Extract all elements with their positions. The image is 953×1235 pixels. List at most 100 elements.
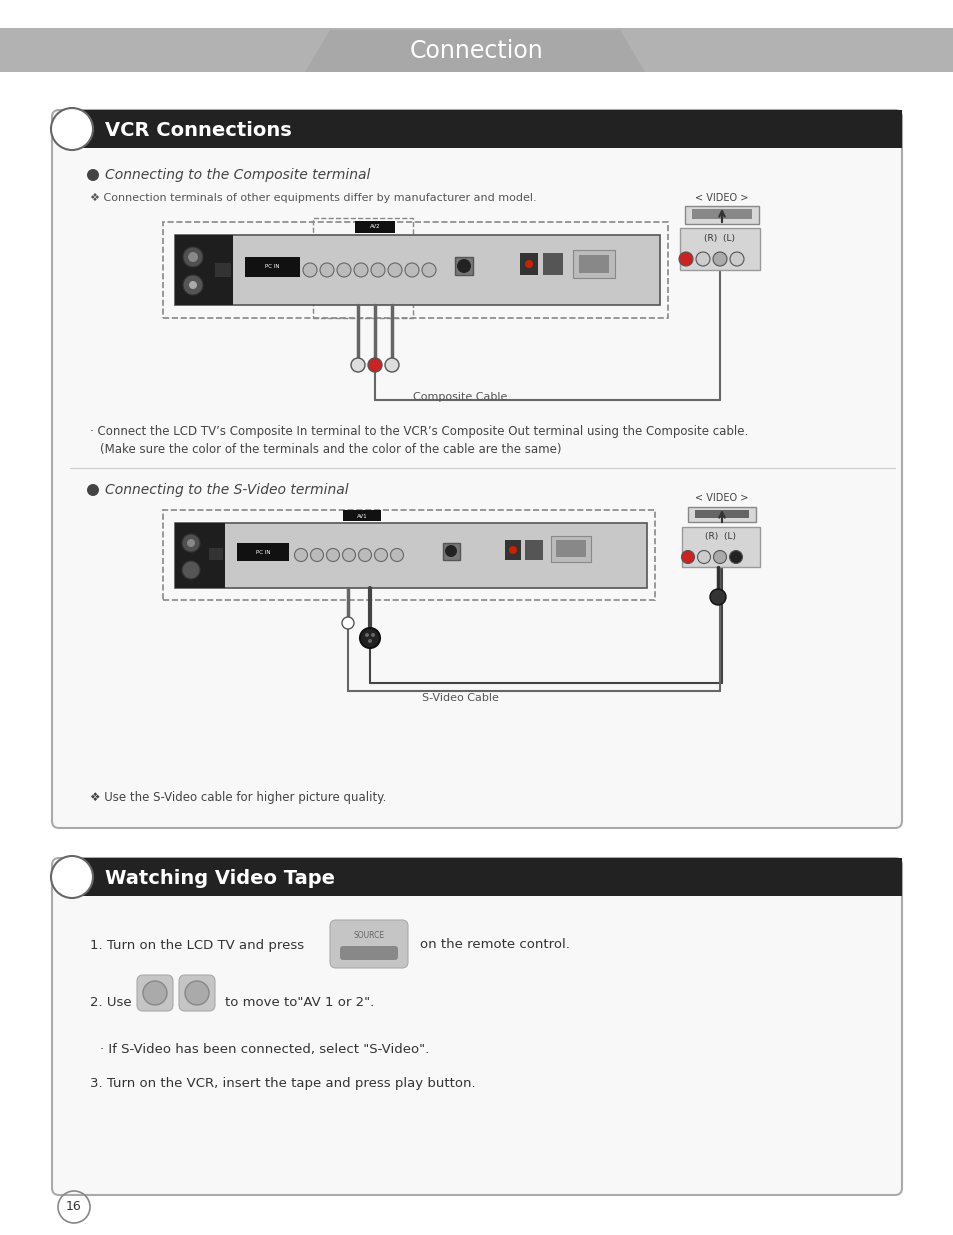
Circle shape <box>729 252 743 266</box>
Bar <box>209 548 223 559</box>
Text: 16: 16 <box>66 1200 82 1214</box>
Text: Composite Cable: Composite Cable <box>413 391 507 403</box>
Bar <box>313 219 413 317</box>
Bar <box>245 257 299 277</box>
FancyBboxPatch shape <box>137 974 172 1011</box>
Bar <box>679 228 760 270</box>
Circle shape <box>444 545 456 557</box>
Text: Connecting to the Composite terminal: Connecting to the Composite terminal <box>105 168 370 182</box>
Circle shape <box>294 548 307 562</box>
Text: < VIDEO >: < VIDEO > <box>695 193 748 203</box>
Bar <box>524 540 542 559</box>
Circle shape <box>385 358 398 372</box>
FancyBboxPatch shape <box>339 946 397 960</box>
Text: on the remote control.: on the remote control. <box>419 939 569 951</box>
Circle shape <box>358 548 371 562</box>
Circle shape <box>189 282 196 289</box>
Circle shape <box>375 548 387 562</box>
Circle shape <box>87 484 99 496</box>
Text: 2. Use: 2. Use <box>90 997 132 1009</box>
FancyBboxPatch shape <box>52 858 901 1195</box>
Bar <box>174 522 646 588</box>
Circle shape <box>341 618 354 629</box>
Circle shape <box>368 358 381 372</box>
Circle shape <box>359 629 379 648</box>
Text: Watching Video Tape: Watching Video Tape <box>105 869 335 888</box>
Circle shape <box>188 252 198 262</box>
Bar <box>542 253 562 275</box>
Bar <box>556 540 585 557</box>
Circle shape <box>342 548 355 562</box>
Bar <box>578 254 608 273</box>
Circle shape <box>712 252 726 266</box>
Circle shape <box>303 263 316 277</box>
Bar <box>684 206 759 224</box>
Bar <box>236 543 289 561</box>
Polygon shape <box>305 30 644 72</box>
Text: to move to"AV 1 or 2".: to move to"AV 1 or 2". <box>225 997 374 1009</box>
Bar <box>691 209 751 219</box>
Circle shape <box>524 261 533 268</box>
Bar <box>504 540 520 559</box>
Circle shape <box>319 263 334 277</box>
Bar <box>214 263 231 277</box>
FancyBboxPatch shape <box>330 920 408 968</box>
Circle shape <box>87 169 99 182</box>
Text: ❖ Connection terminals of other equipments differ by manufacturer and model.: ❖ Connection terminals of other equipmen… <box>90 193 536 203</box>
Bar <box>163 510 655 600</box>
Circle shape <box>388 263 401 277</box>
Text: AV2: AV2 <box>370 225 380 230</box>
Circle shape <box>680 551 694 563</box>
Circle shape <box>351 358 365 372</box>
Bar <box>0 28 953 72</box>
Circle shape <box>456 259 471 273</box>
Circle shape <box>509 546 517 555</box>
Circle shape <box>183 247 203 267</box>
Bar <box>695 510 748 517</box>
Text: 3. Turn on the VCR, insert the tape and press play button.: 3. Turn on the VCR, insert the tape and … <box>90 1077 476 1089</box>
Text: PC IN: PC IN <box>265 264 279 269</box>
Bar <box>70 110 901 148</box>
Bar <box>355 221 395 233</box>
Circle shape <box>183 275 203 295</box>
Bar <box>442 543 459 559</box>
Text: Connection: Connection <box>410 40 543 63</box>
Text: PC IN: PC IN <box>255 550 270 555</box>
Bar <box>174 235 233 305</box>
Circle shape <box>365 634 369 637</box>
Bar <box>551 536 590 562</box>
Circle shape <box>713 551 726 563</box>
Circle shape <box>368 638 372 643</box>
Circle shape <box>310 548 323 562</box>
Text: · Connect the LCD TV’s Composite In terminal to the VCR’s Composite Out terminal: · Connect the LCD TV’s Composite In term… <box>90 426 747 438</box>
Text: (Make sure the color of the terminals and the color of the cable are the same): (Make sure the color of the terminals an… <box>100 443 561 457</box>
FancyBboxPatch shape <box>179 974 214 1011</box>
Text: (R)  (L): (R) (L) <box>705 532 736 541</box>
Circle shape <box>421 263 436 277</box>
Circle shape <box>371 634 375 637</box>
Bar <box>681 527 760 567</box>
Text: ❖ Use the S-Video cable for higher picture quality.: ❖ Use the S-Video cable for higher pictu… <box>90 790 386 804</box>
Text: S-Video Cable: S-Video Cable <box>421 693 497 703</box>
Bar <box>163 222 667 317</box>
Circle shape <box>51 107 92 149</box>
Text: < VIDEO >: < VIDEO > <box>695 493 748 503</box>
Circle shape <box>336 263 351 277</box>
Circle shape <box>371 263 385 277</box>
Bar <box>519 253 537 275</box>
Circle shape <box>679 252 692 266</box>
Circle shape <box>182 534 200 552</box>
Circle shape <box>696 252 709 266</box>
Bar <box>455 257 473 275</box>
Text: VCR Connections: VCR Connections <box>105 121 292 141</box>
FancyBboxPatch shape <box>52 110 901 827</box>
Text: (R)  (L): (R) (L) <box>703 233 735 242</box>
Bar <box>687 508 755 522</box>
Text: · If S-Video has been connected, select "S-Video".: · If S-Video has been connected, select … <box>100 1044 429 1056</box>
Circle shape <box>185 981 209 1005</box>
Bar <box>343 510 380 521</box>
Bar <box>174 235 659 305</box>
Circle shape <box>51 856 92 898</box>
Bar <box>70 858 901 897</box>
Text: AV1: AV1 <box>356 514 367 519</box>
